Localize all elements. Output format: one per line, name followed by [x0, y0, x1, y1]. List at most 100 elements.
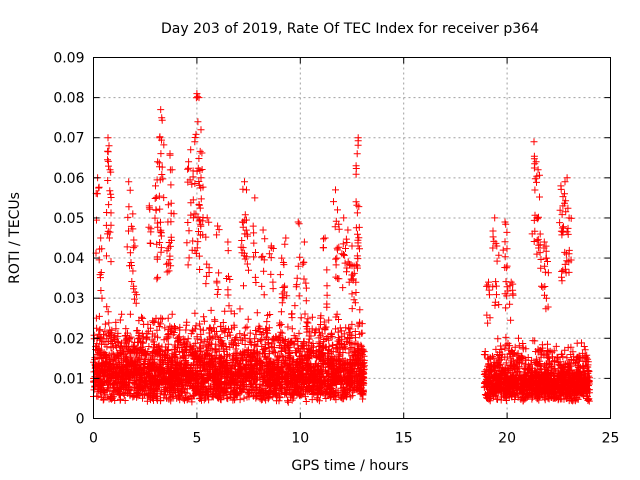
data-point	[273, 391, 281, 399]
data-point	[243, 186, 250, 194]
data-point	[293, 359, 300, 367]
data-point	[349, 371, 357, 379]
data-point	[486, 394, 494, 402]
data-point	[106, 366, 114, 374]
data-point	[317, 321, 324, 328]
data-point	[136, 387, 144, 395]
data-point	[321, 381, 329, 389]
data-point	[185, 158, 193, 166]
data-point	[109, 343, 117, 351]
data-point	[543, 389, 551, 397]
data-point	[342, 324, 350, 332]
data-point	[167, 199, 175, 207]
data-point	[135, 361, 143, 369]
data-point	[153, 255, 161, 263]
data-point	[139, 333, 147, 341]
data-point	[190, 373, 198, 381]
data-point	[124, 213, 132, 221]
data-point	[209, 354, 217, 362]
data-point	[164, 314, 172, 322]
data-point	[122, 325, 130, 333]
data-point	[211, 364, 219, 372]
data-point	[258, 389, 266, 397]
chart-title: Day 203 of 2019, Rate Of TEC Index for r…	[161, 21, 539, 37]
data-point	[157, 244, 165, 252]
data-point	[524, 354, 532, 361]
data-point	[119, 365, 127, 373]
data-point	[213, 328, 220, 335]
data-point	[359, 390, 366, 398]
data-point	[179, 395, 187, 403]
data-point	[531, 380, 539, 388]
data-point	[152, 314, 160, 322]
data-point	[540, 372, 548, 380]
data-point	[93, 324, 101, 332]
data-point	[276, 322, 284, 330]
data-point	[309, 386, 317, 394]
data-point	[347, 366, 355, 374]
data-point	[202, 233, 210, 241]
data-point	[251, 194, 259, 202]
data-point	[237, 336, 245, 344]
data-point	[195, 354, 203, 362]
data-point	[157, 232, 165, 240]
data-point	[156, 205, 164, 213]
data-point	[340, 367, 348, 375]
data-point	[105, 234, 113, 242]
data-point	[251, 341, 259, 349]
data-point	[154, 351, 162, 359]
data-point	[196, 216, 204, 224]
data-point	[154, 223, 162, 231]
data-point	[101, 340, 109, 348]
data-point	[301, 310, 309, 318]
data-point	[175, 375, 183, 383]
data-point	[105, 319, 113, 327]
data-point	[273, 335, 281, 343]
data-point	[184, 165, 192, 173]
data-point	[253, 361, 261, 369]
data-point	[573, 395, 581, 403]
data-point	[276, 384, 284, 392]
data-point	[265, 347, 273, 355]
data-point	[126, 249, 134, 257]
data-point	[509, 349, 517, 357]
data-point	[311, 381, 319, 389]
data-point	[337, 384, 345, 392]
data-point	[198, 166, 206, 173]
data-point	[260, 378, 268, 386]
data-point	[329, 357, 337, 365]
data-point	[204, 360, 212, 368]
data-point	[253, 309, 261, 317]
data-point	[97, 234, 105, 242]
data-point	[328, 380, 336, 388]
data-point	[322, 395, 330, 402]
data-point	[108, 394, 116, 402]
data-point	[494, 395, 501, 403]
data-point	[97, 274, 104, 282]
data-point	[354, 322, 362, 330]
data-point	[314, 391, 322, 399]
data-point	[269, 334, 277, 342]
data-point	[249, 383, 257, 391]
data-point	[102, 353, 110, 361]
data-point	[519, 397, 527, 405]
data-point	[359, 386, 367, 394]
data-point	[130, 371, 138, 379]
data-point	[168, 365, 176, 373]
data-point	[171, 364, 179, 372]
data-point	[310, 364, 318, 372]
data-point	[340, 330, 348, 338]
data-point	[552, 342, 560, 350]
data-point	[323, 370, 331, 378]
data-point	[163, 268, 171, 276]
data-point	[585, 395, 593, 403]
data-point	[573, 378, 581, 386]
data-point	[316, 340, 324, 347]
data-point	[158, 136, 165, 144]
data-point	[194, 118, 202, 126]
data-point	[183, 340, 191, 348]
data-point	[132, 353, 140, 361]
data-point	[525, 361, 533, 369]
data-point	[308, 313, 316, 321]
data-point	[565, 359, 573, 367]
